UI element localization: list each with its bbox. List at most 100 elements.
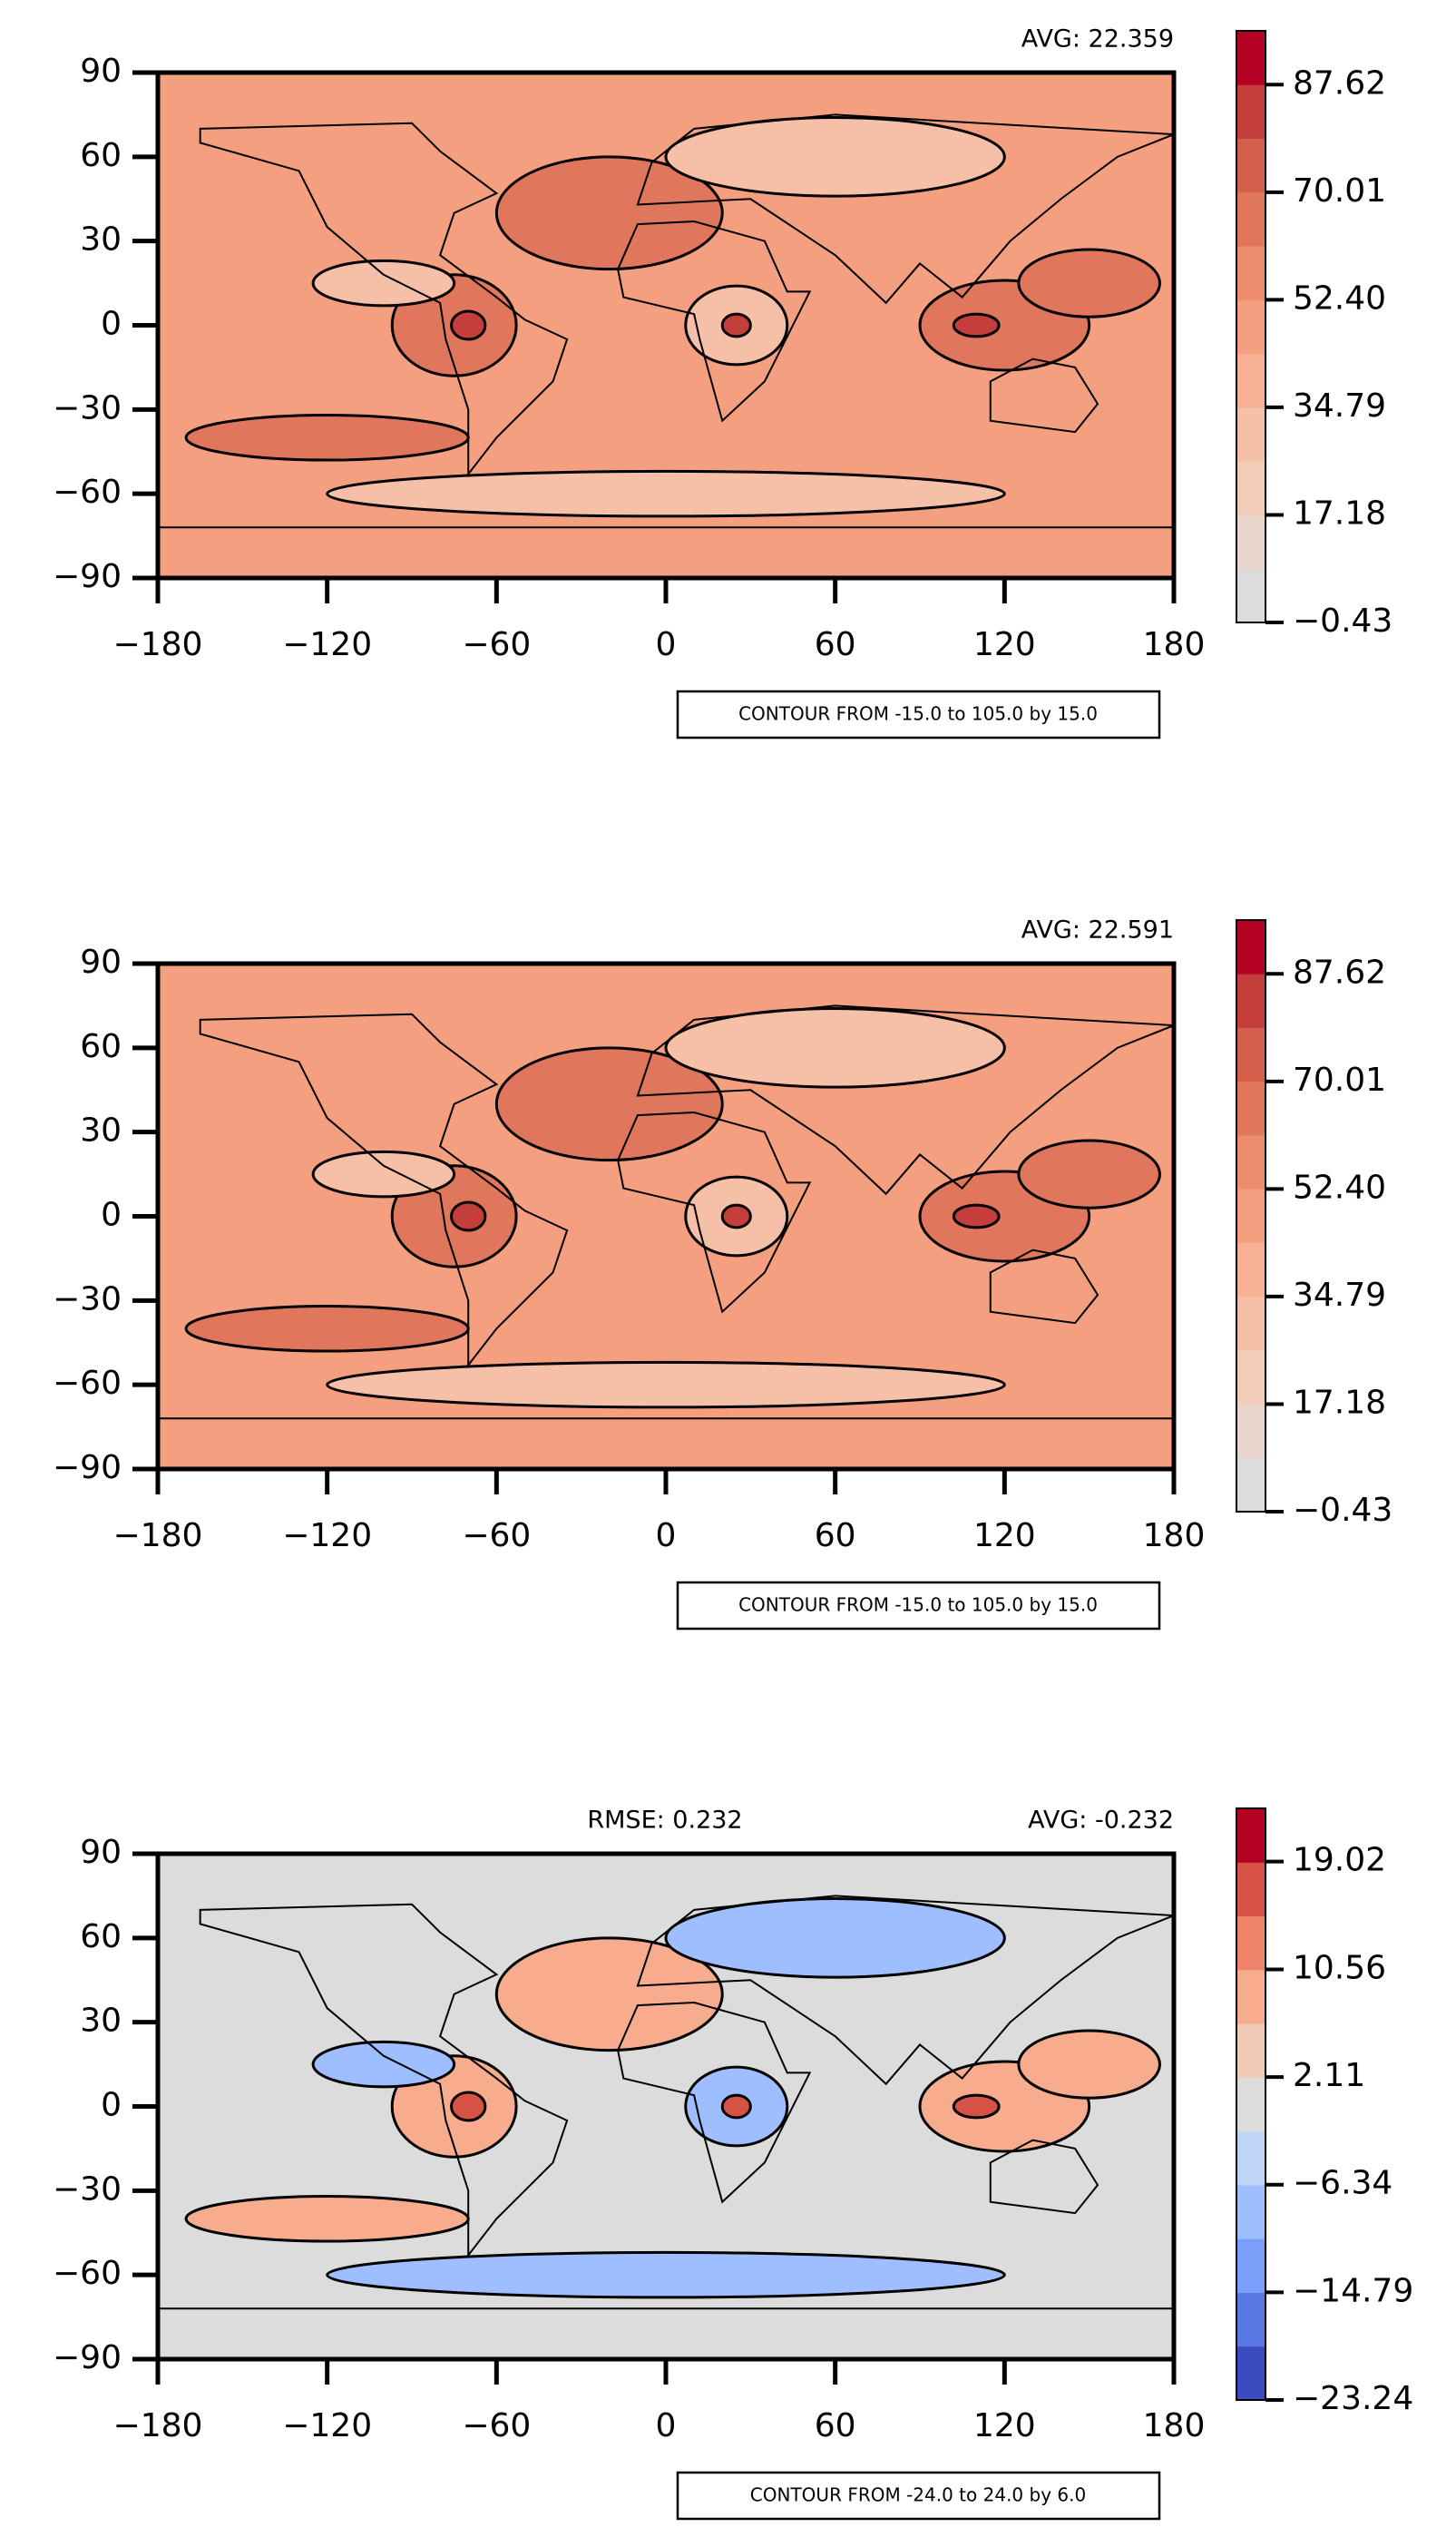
- x-tick-label: 0: [656, 2407, 677, 2444]
- colorbar-tick-label: 19.02: [1293, 1842, 1386, 1879]
- colorbar-tick-label: 17.18: [1293, 495, 1386, 532]
- field-blob: [311, 2040, 456, 2089]
- y-tick-label: −30: [53, 2170, 122, 2208]
- field-blob: [664, 116, 1006, 198]
- contour-note: CONTOUR FROM -15.0 to 105.0 by 15.0: [738, 1594, 1098, 1616]
- colorbar-band: [1236, 1457, 1265, 1513]
- field-blob: [326, 1360, 1006, 1409]
- field-core: [952, 312, 1001, 338]
- map-panel: −180 −120 −60 0 60 120 180 −90 −60 −30 0 30 60 90 AVG:…: [53, 25, 1392, 739]
- colorbar-tick-label: 2.11: [1293, 2057, 1365, 2094]
- field-blob: [494, 1046, 724, 1162]
- avg-label: AVG: -0.232: [1028, 1807, 1174, 1835]
- x-tick-label: −180: [113, 626, 203, 663]
- colorbar-band: [1236, 84, 1265, 140]
- colorbar-tick-label: 34.79: [1293, 387, 1386, 425]
- avg-label: AVG: 22.591: [1021, 916, 1174, 945]
- colorbar-band: [1236, 1915, 1265, 1971]
- colorbar-band: [1236, 299, 1265, 355]
- colorbar-band: [1236, 1189, 1265, 1244]
- map-panel: −180 −120 −60 0 60 120 180 −90 −60 −30 0 30 60 90 AVG:…: [53, 1807, 1413, 2521]
- colorbar-tick-label: 52.40: [1293, 279, 1386, 317]
- colorbar-frame: [1236, 919, 1266, 1513]
- colorbar-tick-label: −6.34: [1293, 2165, 1392, 2202]
- colorbar-band: [1236, 138, 1265, 193]
- avg-label: AVG: 22.359: [1021, 25, 1174, 54]
- colorbar-band: [1236, 2130, 1265, 2186]
- y-tick-label: 60: [80, 137, 122, 174]
- contour-note-box: [676, 690, 1161, 739]
- colorbar-tick-label: 34.79: [1293, 1277, 1386, 1314]
- x-tick-label: 0: [656, 626, 677, 663]
- colorbar-band: [1236, 1404, 1265, 1459]
- colorbar-band: [1236, 2023, 1265, 2078]
- field-core: [450, 309, 487, 341]
- colorbar-band: [1236, 1081, 1265, 1136]
- y-tick-label: 90: [80, 944, 122, 981]
- x-tick-label: −60: [462, 626, 531, 663]
- field-core: [450, 1200, 487, 1232]
- contour-note: CONTOUR FROM -24.0 to 24.0 by 6.0: [750, 2484, 1086, 2506]
- colorbar-frame: [1236, 30, 1266, 623]
- field-core: [952, 1203, 1001, 1229]
- x-tick-label: 120: [973, 2407, 1036, 2444]
- colorbar-band: [1236, 353, 1265, 408]
- coastline: [158, 113, 1174, 529]
- field-blob: [664, 1007, 1006, 1089]
- colorbar-band: [1236, 191, 1265, 247]
- x-tick-label: −180: [113, 1517, 203, 1554]
- colorbar-band: [1236, 2077, 1265, 2132]
- colorbar-band: [1236, 2292, 1265, 2347]
- field-blob: [311, 1150, 456, 1199]
- colorbar-tick-label: 87.62: [1293, 64, 1386, 102]
- colorbar-band: [1236, 1862, 1265, 1917]
- colorbar-band: [1236, 31, 1265, 85]
- map-field: [158, 73, 1174, 578]
- colorbar-band: [1236, 1027, 1265, 1082]
- x-tick-label: 60: [815, 626, 856, 663]
- colorbar-tick-label: −0.43: [1293, 602, 1392, 640]
- field-blob: [184, 414, 470, 462]
- field-blob: [184, 2195, 470, 2243]
- colorbar-band: [1236, 974, 1265, 1029]
- colorbar-band: [1236, 2346, 1265, 2401]
- y-tick-label: 90: [80, 1834, 122, 1871]
- x-tick-label: 180: [1143, 626, 1206, 663]
- x-tick-label: 60: [815, 2407, 856, 2444]
- field-core: [720, 1203, 752, 1229]
- y-tick-label: −30: [53, 1280, 122, 1317]
- map-field: [158, 964, 1174, 1469]
- colorbar-tick-label: 87.62: [1293, 954, 1386, 991]
- field-blob: [326, 2250, 1006, 2299]
- x-tick-label: −120: [282, 2407, 372, 2444]
- field-blob: [494, 1936, 724, 2052]
- y-tick-label: 30: [80, 1112, 122, 1150]
- field-blob: [494, 155, 724, 271]
- colorbar-tick-label: 52.40: [1293, 1169, 1386, 1206]
- field-blob: [1017, 1139, 1161, 1210]
- map-field: [158, 1854, 1174, 2359]
- y-tick-label: 0: [101, 2087, 122, 2124]
- x-tick-label: 60: [815, 1517, 856, 1554]
- colorbar-band: [1236, 246, 1265, 300]
- coastline: [158, 1004, 1174, 1420]
- colorbar-frame: [1236, 1807, 1266, 2401]
- colorbar-band: [1236, 1135, 1265, 1190]
- field-blob: [1017, 2029, 1161, 2100]
- field-core: [450, 2091, 487, 2122]
- x-tick-label: 120: [973, 1517, 1036, 1554]
- y-tick-label: 30: [80, 2003, 122, 2040]
- x-tick-label: −60: [462, 2407, 531, 2444]
- colorbar-band: [1236, 2184, 1265, 2239]
- y-tick-label: −30: [53, 389, 122, 426]
- y-tick-label: 60: [80, 1918, 122, 1955]
- x-tick-label: −120: [282, 1517, 372, 1554]
- field-blob: [184, 1305, 470, 1353]
- contour-note-box: [676, 2471, 1161, 2521]
- colorbar-band: [1236, 514, 1265, 570]
- x-tick-label: 120: [973, 626, 1036, 663]
- y-tick-label: 90: [80, 53, 122, 90]
- colorbar-band: [1236, 568, 1265, 623]
- colorbar-tick-label: −14.79: [1293, 2272, 1413, 2309]
